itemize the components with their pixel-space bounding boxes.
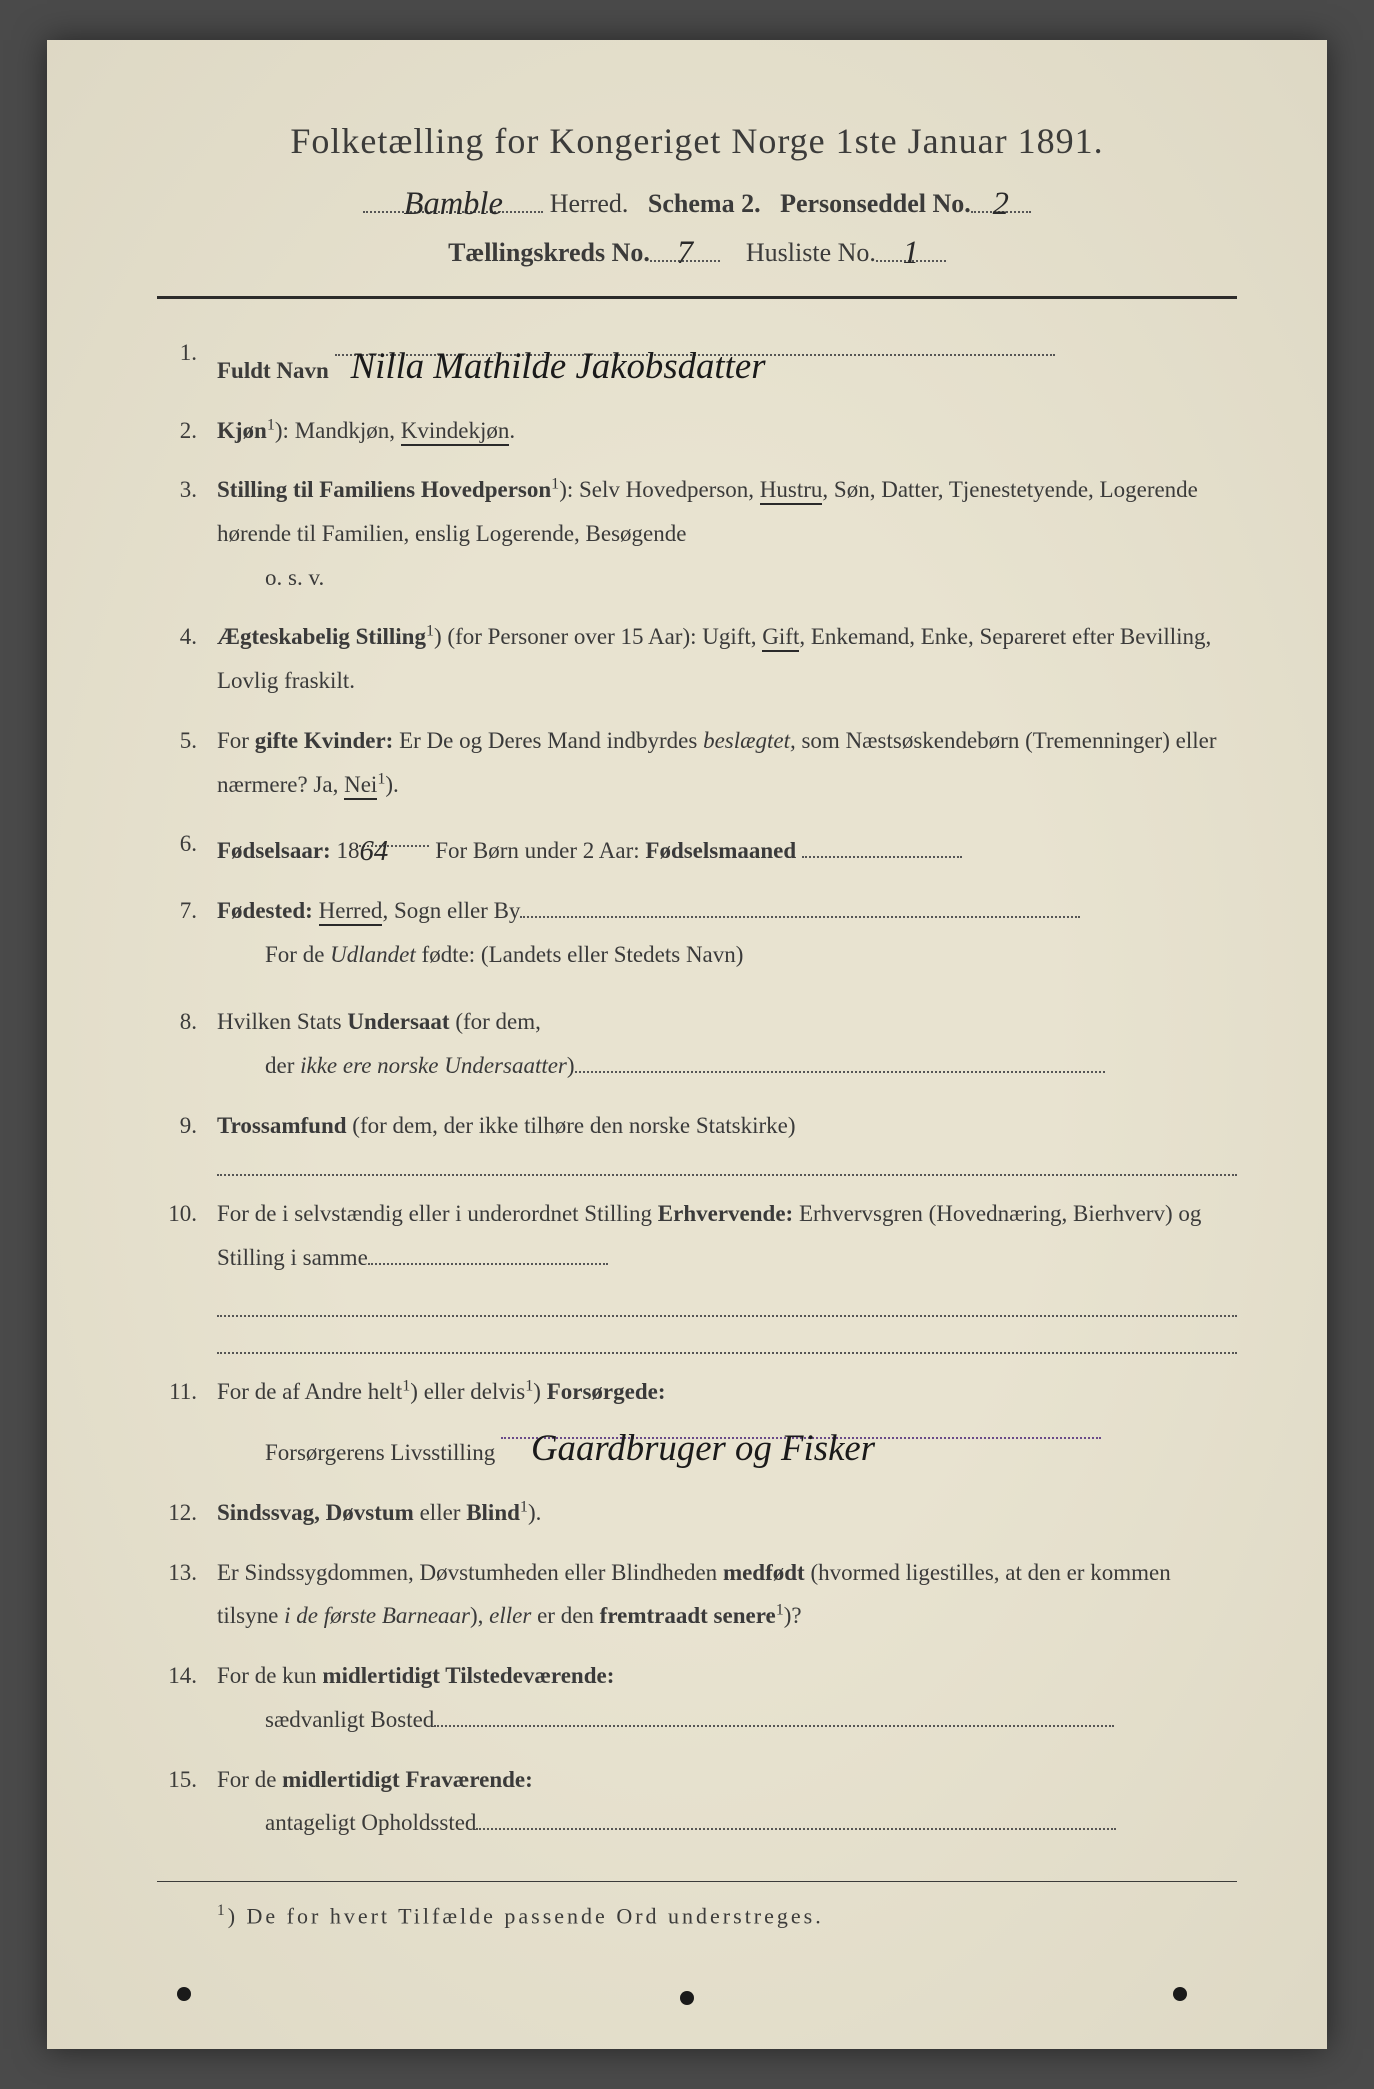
entry-num: 10. xyxy=(157,1192,217,1353)
footnote: 1) De for hvert Tilfælde passende Ord un… xyxy=(157,1902,1237,1929)
punch-hole-icon xyxy=(680,1991,694,2005)
entry-label: Stilling til Familiens Hovedperson xyxy=(217,477,551,502)
personseddel-label: Personseddel No. xyxy=(780,189,971,218)
blank-field xyxy=(520,895,1080,918)
entry-8: 8. Hvilken Stats Undersaat (for dem, der… xyxy=(157,1000,1237,1087)
entry-15: 15. For de midlertidigt Fraværende: anta… xyxy=(157,1758,1237,1845)
entry-11: 11. For de af Andre helt1) eller delvis1… xyxy=(157,1370,1237,1475)
entry-label: Trossamfund xyxy=(217,1113,347,1138)
herred-label: Herred. xyxy=(550,189,629,218)
blank-field xyxy=(434,1704,1114,1727)
birth-year: 64 xyxy=(359,835,388,867)
punch-hole-icon xyxy=(177,1987,191,2001)
entry-num: 15. xyxy=(157,1758,217,1845)
blank-field xyxy=(802,835,962,858)
blank-field xyxy=(368,1242,608,1265)
entry-label: Ægteskabelig Stilling xyxy=(217,624,426,649)
entry-10: 10. For de i selvstændig eller i underor… xyxy=(157,1192,1237,1353)
entry-12: 12. Sindssvag, Døvstum eller Blind1). xyxy=(157,1491,1237,1535)
blank-field xyxy=(217,1153,1237,1176)
herred-value: Bamble xyxy=(404,186,503,222)
name-value: Nilla Mathilde Jakobsdatter xyxy=(351,345,766,386)
entry-9: 9. Trossamfund (for dem, der ikke tilhør… xyxy=(157,1104,1237,1177)
selected-option: Nei xyxy=(344,772,377,800)
entry-num: 7. xyxy=(157,889,217,976)
entry-label: Kjøn xyxy=(217,418,267,443)
entry-2: 2. Kjøn1): Mandkjøn, Kvindekjøn. xyxy=(157,409,1237,453)
entry-num: 5. xyxy=(157,719,217,806)
personseddel-no: 2 xyxy=(993,186,1009,222)
entry-14: 14. For de kun midlertidigt Tilstedevære… xyxy=(157,1654,1237,1741)
entry-num: 1. xyxy=(157,331,217,393)
header-line-1: Bamble Herred. Schema 2. Personseddel No… xyxy=(157,184,1237,219)
entry-7: 7. Fødested: Herred, Sogn eller By For d… xyxy=(157,889,1237,976)
selected-option: Herred xyxy=(319,898,383,926)
entry-num: 13. xyxy=(157,1551,217,1638)
entry-num: 8. xyxy=(157,1000,217,1087)
provider-occupation: Gaardbruger og Fisker xyxy=(531,1427,875,1468)
blank-field xyxy=(476,1807,1116,1830)
entry-4: 4. Ægteskabelig Stilling1) (for Personer… xyxy=(157,615,1237,702)
husliste-label: Husliste No. xyxy=(746,238,876,267)
entry-num: 9. xyxy=(157,1104,217,1177)
selected-option: Gift xyxy=(762,624,799,652)
entry-num: 3. xyxy=(157,468,217,599)
header-line-2: Tællingskreds No. 7 Husliste No. 1 xyxy=(157,233,1237,268)
census-form-page: Folketælling for Kongeriget Norge 1ste J… xyxy=(47,40,1327,2049)
blank-field xyxy=(217,1331,1237,1354)
page-title: Folketælling for Kongeriget Norge 1ste J… xyxy=(157,120,1237,162)
divider-top xyxy=(157,296,1237,299)
entry-5: 5. For gifte Kvinder: Er De og Deres Man… xyxy=(157,719,1237,806)
husliste-no: 1 xyxy=(903,235,919,271)
selected-option: Hustru xyxy=(760,477,823,505)
kreds-no: 7 xyxy=(677,235,693,271)
entries-list: 1. Fuldt Navn Nilla Mathilde Jakobsdatte… xyxy=(157,331,1237,1845)
entry-13: 13. Er Sindssygdommen, Døvstumheden elle… xyxy=(157,1551,1237,1638)
entry-label: Fødselsaar: xyxy=(217,838,331,863)
schema-label: Schema 2. xyxy=(648,189,761,218)
divider-bottom xyxy=(157,1881,1237,1882)
entry-num: 4. xyxy=(157,615,217,702)
entry-num: 2. xyxy=(157,409,217,453)
entry-1: 1. Fuldt Navn Nilla Mathilde Jakobsdatte… xyxy=(157,331,1237,393)
entry-label: Fuldt Navn xyxy=(217,358,329,383)
entry-num: 14. xyxy=(157,1654,217,1741)
entry-label: Fødested: xyxy=(217,898,313,923)
blank-field xyxy=(217,1294,1237,1317)
entry-label: Sindssvag, Døvstum xyxy=(217,1500,414,1525)
entry-num: 6. xyxy=(157,822,217,873)
punch-hole-icon xyxy=(1173,1987,1187,2001)
entry-6: 6. Fødselsaar: 1864 For Børn under 2 Aar… xyxy=(157,822,1237,873)
entry-num: 11. xyxy=(157,1370,217,1475)
entry-3: 3. Stilling til Familiens Hovedperson1):… xyxy=(157,468,1237,599)
selected-option: Kvindekjøn xyxy=(401,418,510,446)
kreds-label: Tællingskreds No. xyxy=(448,238,650,267)
entry-num: 12. xyxy=(157,1491,217,1535)
blank-field xyxy=(575,1050,1105,1073)
